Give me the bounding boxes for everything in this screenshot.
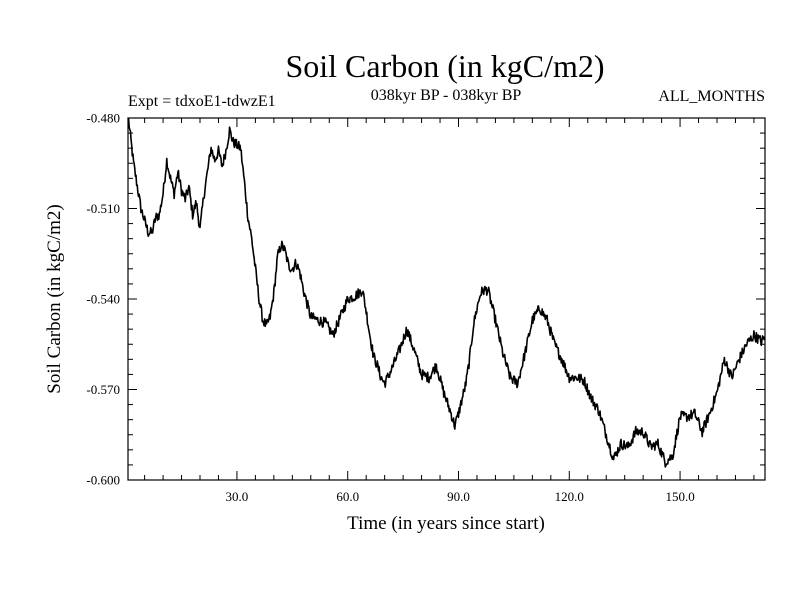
experiment-label: Expt = tdxoE1-tdwzE1 [128,93,276,110]
axis-ticks [128,117,765,481]
y-tick-labels: -0.480 -0.510 -0.540 -0.570 -0.600 [86,111,120,488]
x-tick-label: 30.0 [226,489,249,504]
x-tick-label: 60.0 [336,489,359,504]
y-tick-label: -0.510 [86,201,120,216]
chart-title: Soil Carbon (in kgC/m2) [285,48,604,84]
period-label: 038kyr BP - 038kyr BP [371,87,522,104]
y-tick-label: -0.480 [86,111,120,126]
x-tick-labels: 30.0 60.0 90.0 120.0 150.0 [226,489,695,504]
series-line [127,117,766,468]
x-tick-label: 90.0 [447,489,470,504]
months-label: ALL_MONTHS [658,88,765,105]
x-axis-label: Time (in years since start) [347,513,545,534]
x-tick-label: 120.0 [555,489,584,504]
plot-frame [127,117,766,481]
y-axis-label: Soil Carbon (in kgC/m2) [44,204,65,393]
x-tick-label: 150.0 [665,489,694,504]
y-tick-label: -0.600 [86,473,120,488]
y-tick-label: -0.570 [86,382,120,397]
y-tick-label: -0.540 [86,292,120,307]
